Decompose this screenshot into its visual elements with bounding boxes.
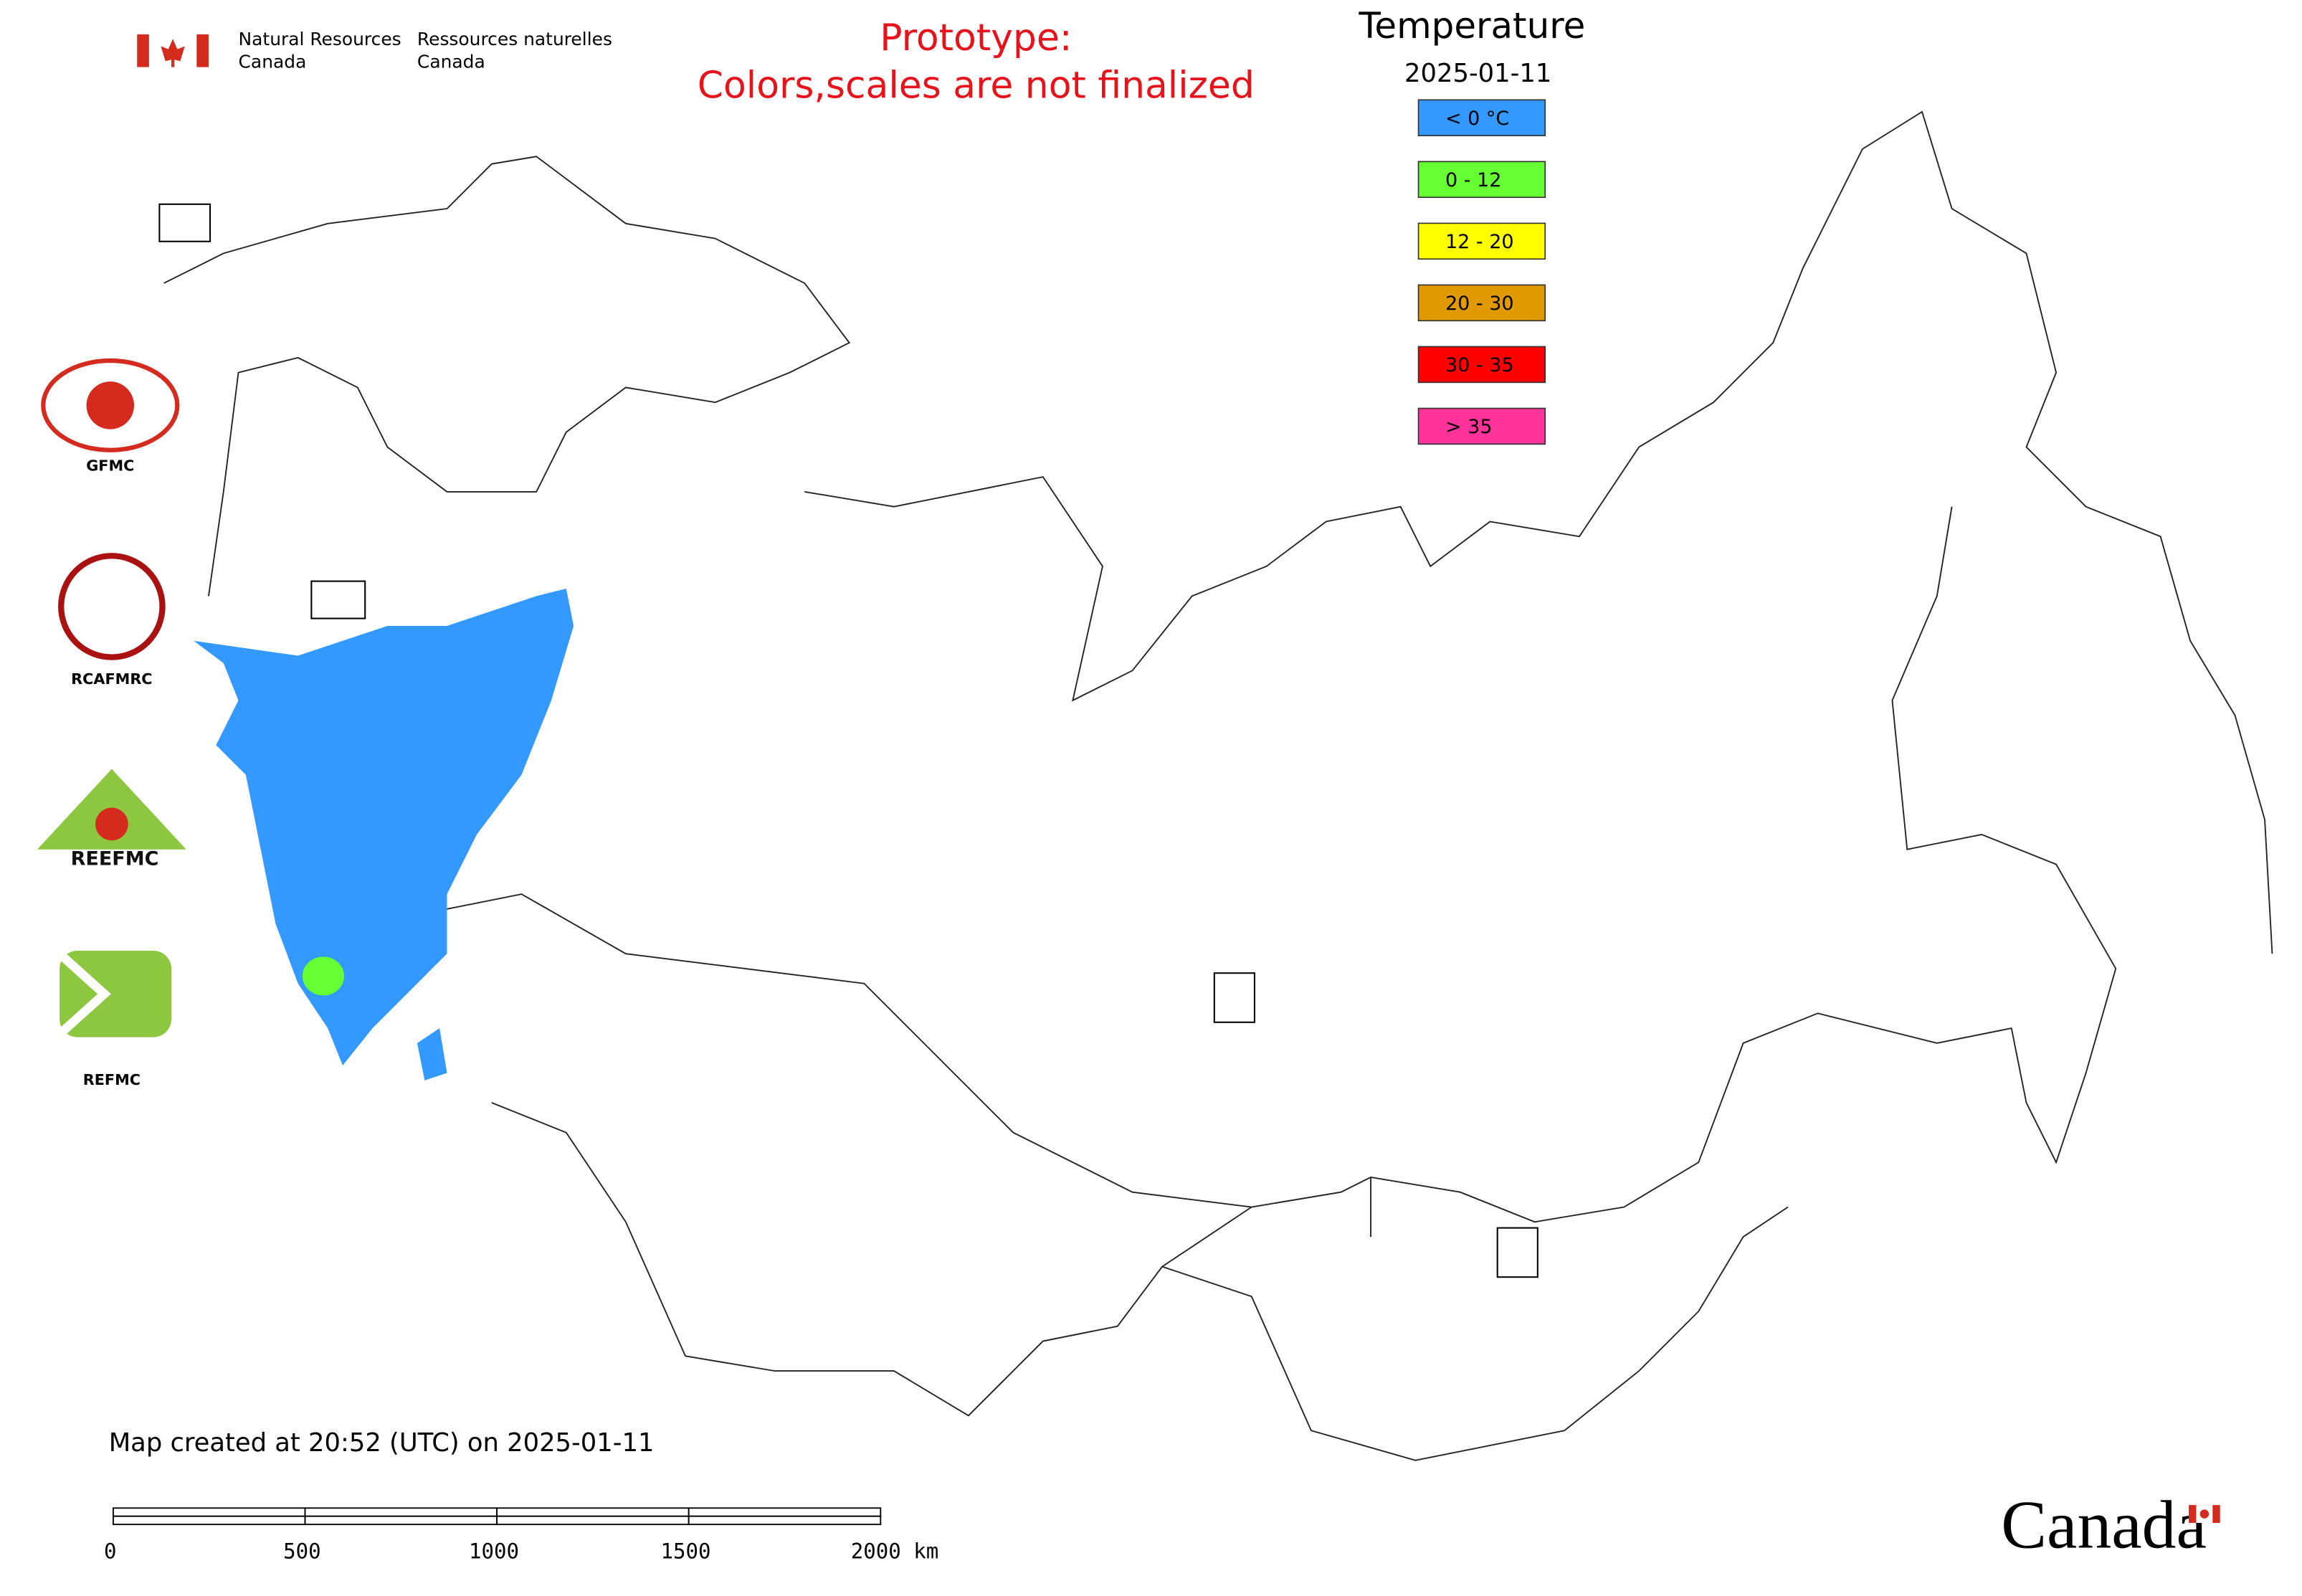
- scale-label: 0: [104, 1539, 117, 1564]
- scale-segment: [304, 1515, 498, 1526]
- legend-swatch: [1417, 161, 1546, 199]
- border: [447, 506, 2117, 1223]
- reefmc-emblem: [95, 807, 128, 841]
- temperature-area: [417, 1028, 447, 1080]
- scale-label: 1500: [661, 1539, 711, 1564]
- flag-bar: [196, 34, 209, 67]
- wordmark: Canada: [2001, 1487, 2207, 1563]
- legend-title: Temperature: [1358, 5, 1585, 47]
- scale-segment: [113, 1507, 306, 1517]
- legend-label: 12 - 20: [1445, 231, 1514, 253]
- scale-segment: [688, 1515, 882, 1526]
- agency-en: Canada: [239, 51, 307, 72]
- wordmark-flag: [2199, 1509, 2210, 1519]
- logo-label: REFMC: [83, 1071, 141, 1088]
- notice: Prototype:: [880, 16, 1072, 60]
- map-outlines: [163, 110, 2273, 1461]
- agency-en: Natural Resources: [239, 29, 401, 49]
- agency-fr: Ressources naturelles: [417, 29, 612, 49]
- legend-swatch: [1417, 284, 1546, 322]
- border: [491, 1102, 1789, 1461]
- legend-swatch: [1417, 222, 1546, 260]
- logo-label: RCAFMRC: [71, 670, 152, 688]
- scale-segment: [688, 1507, 882, 1517]
- created-note: Map created at 20:52 (UTC) on 2025-01-11: [109, 1428, 655, 1458]
- scale-label: 2000 km: [851, 1539, 939, 1564]
- scale-segment: [496, 1507, 690, 1517]
- flag-bar: [137, 34, 149, 67]
- legend-swatch: [1417, 407, 1546, 445]
- legend-label: < 0 °C: [1445, 108, 1509, 130]
- agency-fr: Canada: [417, 51, 485, 72]
- logo-marker: [158, 203, 211, 242]
- scale-segment: [304, 1507, 498, 1517]
- legend-swatch: [1417, 99, 1546, 137]
- legend-swatch: [1417, 346, 1546, 384]
- gfmc-emblem: [41, 358, 180, 452]
- legend-label: 0 - 12: [1445, 169, 1501, 191]
- scale-bar: 0 500 1000 1500 2000 km: [104, 1507, 939, 1564]
- logo-label: REEFMC: [71, 848, 159, 870]
- refmc-emblem: [60, 951, 172, 1037]
- gfmc-emblem: [86, 381, 135, 429]
- coastline: [163, 156, 851, 597]
- refmc-emblem: [56, 950, 111, 1038]
- legend-label: > 35: [1445, 416, 1493, 438]
- logo-marker: [310, 580, 366, 619]
- coastline: [804, 110, 2273, 954]
- header: Natural Resources Canada Ressources natu…: [137, 29, 612, 72]
- temperature-area: [302, 956, 345, 996]
- rcafmrc-emblem: [58, 553, 166, 660]
- maple-leaf: [161, 39, 185, 67]
- legend: Temperature 2025-01-11 < 0 °C 0 - 12 12 - …: [1358, 5, 1585, 445]
- legend-date: 2025-01-11: [1404, 59, 1551, 88]
- logo-marker: [1496, 1227, 1538, 1278]
- logos: GFMC RCAFMRC REEFMC REFMC: [37, 203, 1538, 1278]
- temperature-area: [194, 588, 574, 1066]
- scale-segment: [496, 1515, 690, 1526]
- logo-label: GFMC: [86, 457, 134, 475]
- notice: Colors,scales are not finalized: [698, 65, 1255, 108]
- logo-marker: [1213, 972, 1255, 1023]
- scale-segment: [113, 1515, 306, 1526]
- legend-label: 20 - 30: [1445, 293, 1514, 315]
- scale-label: 500: [283, 1539, 321, 1564]
- legend-label: 30 - 35: [1445, 354, 1514, 376]
- scale-label: 1000: [469, 1539, 519, 1564]
